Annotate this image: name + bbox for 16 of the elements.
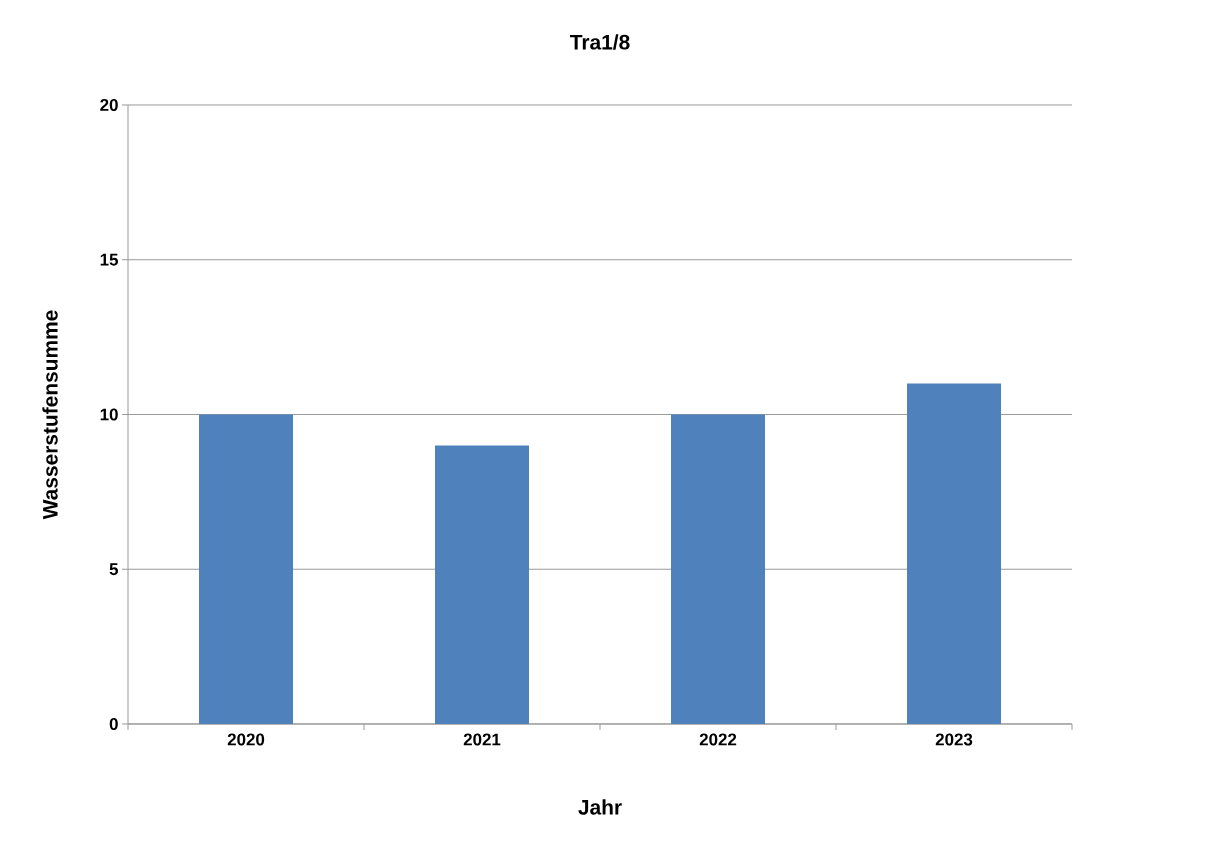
- bar: [671, 414, 766, 724]
- y-tick-label: 20: [100, 98, 118, 111]
- y-tick-label: 0: [109, 717, 118, 730]
- x-tick-label: 2020: [227, 733, 265, 746]
- x-tick-label: 2022: [699, 733, 737, 746]
- x-tick-label: 2021: [463, 733, 501, 746]
- bar: [435, 445, 530, 724]
- bar: [907, 383, 1002, 724]
- y-tick-label: 15: [100, 253, 119, 266]
- x-axis-title: Jahr: [578, 799, 622, 815]
- chart-title: Tra1/8: [570, 34, 630, 50]
- x-tick-label: 2023: [935, 733, 973, 746]
- y-tick-label: 5: [109, 563, 119, 576]
- bar: [199, 414, 294, 724]
- y-axis-title: Wasserstufensumme: [42, 310, 58, 520]
- y-tick-label: 10: [100, 408, 118, 421]
